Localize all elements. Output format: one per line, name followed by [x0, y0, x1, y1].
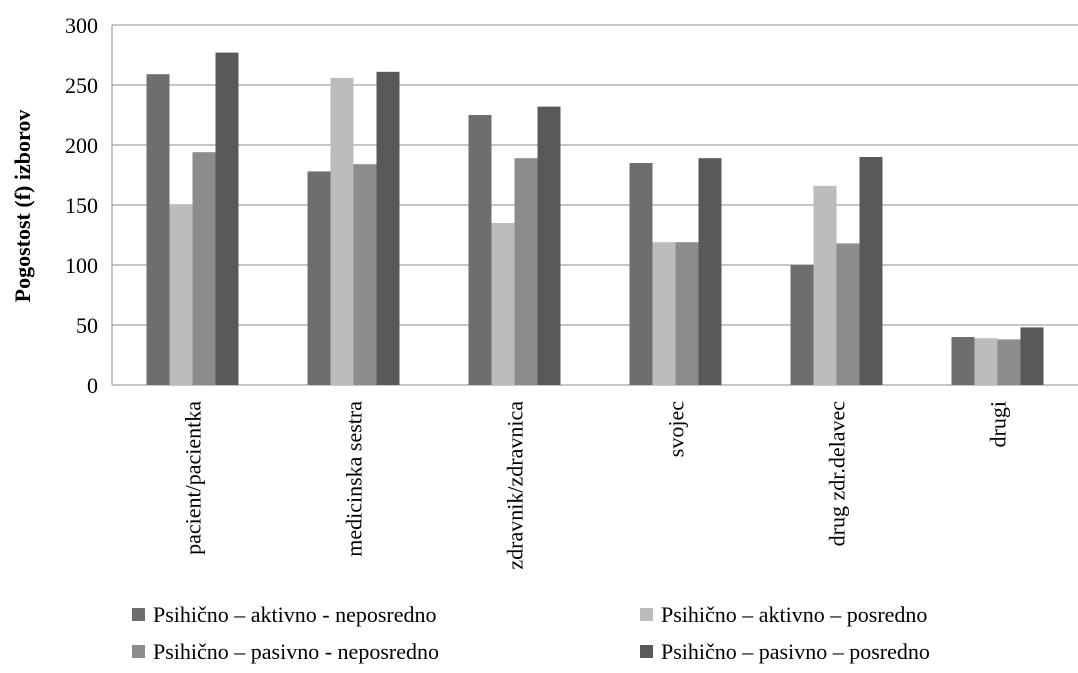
- legend-label: Psihično – aktivno – posredno: [661, 602, 927, 627]
- bar: [629, 163, 653, 385]
- bar: [951, 337, 975, 385]
- bar: [376, 71, 400, 386]
- y-axis-ticks: 0 50 100 150 200 250 300: [65, 13, 98, 398]
- x-category-label: drug zdr.delavec: [825, 401, 850, 547]
- bar: [215, 52, 239, 385]
- x-category-label: zdravnik/zdravnica: [503, 401, 528, 570]
- legend-swatch: [640, 608, 653, 621]
- bar: [491, 223, 515, 385]
- bar: [790, 265, 814, 385]
- bar: [330, 77, 354, 386]
- y-tick-label: 50: [76, 313, 98, 338]
- y-tick-label: 100: [65, 253, 98, 278]
- legend: Psihično – aktivno - neposredno Psihično …: [132, 602, 930, 664]
- legend-label: Psihično – aktivno - neposredno: [153, 602, 437, 627]
- x-category-label: pacient/pacientka: [181, 401, 206, 555]
- gridlines: [111, 24, 1078, 386]
- bar: [997, 339, 1021, 385]
- bar: [675, 242, 699, 385]
- x-category-label: drugi: [986, 401, 1011, 447]
- bars: [146, 52, 1044, 386]
- bar: [307, 171, 331, 385]
- x-category-label: svojec: [664, 401, 689, 457]
- legend-swatch: [132, 645, 145, 658]
- bar: [813, 185, 837, 385]
- legend-label: Psihično – pasivno - neposredno: [153, 639, 439, 664]
- bar: [192, 152, 216, 385]
- y-tick-label: 250: [65, 73, 98, 98]
- bar: [514, 158, 538, 385]
- bar: [468, 115, 492, 385]
- bar: [169, 205, 193, 385]
- y-tick-label: 150: [65, 193, 98, 218]
- y-tick-label: 300: [65, 13, 98, 38]
- y-tick-label: 200: [65, 133, 98, 158]
- y-axis-title: Pogostost (f) izborov: [10, 110, 35, 303]
- legend-swatch: [640, 645, 653, 658]
- legend-swatch: [132, 608, 145, 621]
- legend-label: Psihično – pasivno – posredno: [661, 639, 930, 664]
- bar: [652, 242, 676, 385]
- bar: [537, 106, 561, 385]
- x-axis-categories: pacient/pacientka medicinska sestra zdravn…: [181, 401, 1011, 570]
- bar: [836, 243, 860, 385]
- y-tick-label: 0: [87, 373, 98, 398]
- bar: [146, 74, 170, 385]
- bar: [698, 158, 722, 385]
- x-category-label: medicinska sestra: [342, 401, 367, 557]
- bar: [1020, 327, 1044, 385]
- bar: [353, 164, 377, 385]
- bar: [974, 338, 998, 385]
- bar: [859, 157, 883, 385]
